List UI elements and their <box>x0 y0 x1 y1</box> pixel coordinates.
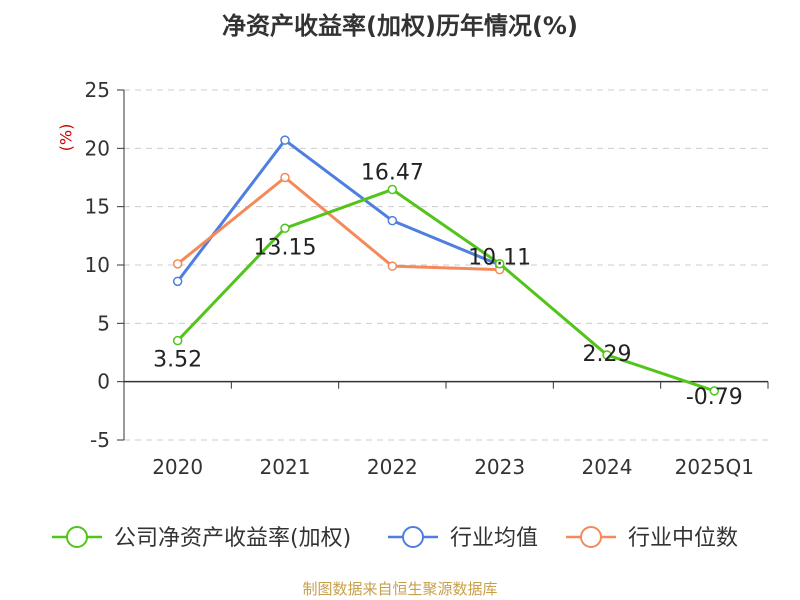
y-tick-label: 25 <box>85 78 110 102</box>
data-label: -0.79 <box>686 385 743 410</box>
y-tick-label: 10 <box>85 253 110 277</box>
data-label: 13.15 <box>254 235 317 260</box>
legend-item-2[interactable]: 行业中位数 <box>566 526 738 551</box>
data-point-1 <box>172 276 183 287</box>
y-tick-label: -5 <box>90 428 110 452</box>
data-point-0 <box>602 350 612 360</box>
y-tick-label: 0 <box>97 370 110 394</box>
chart-title: 净资产收益率(加权)历年情况(%) <box>222 12 578 40</box>
data-point-0 <box>172 335 183 346</box>
x-tick-label: 2022 <box>367 455 418 479</box>
series-line-0 <box>176 188 715 393</box>
x-tick-label: 2020 <box>152 455 203 479</box>
legend-item-0[interactable]: 公司净资产收益率(加权) <box>52 526 351 551</box>
x-tick-label: 2023 <box>474 455 525 479</box>
data-point-0 <box>709 386 720 396</box>
data-point-1 <box>387 215 398 226</box>
x-tick-label: 2021 <box>260 455 311 479</box>
series-line-1 <box>176 138 501 283</box>
label-layer: 3.52 13.15 16.47 10.11 2.29 -0.79 <box>153 161 743 410</box>
data-point-0 <box>280 223 290 233</box>
x-tick-label: 2024 <box>582 455 633 479</box>
legend-swatch-marker <box>580 526 602 548</box>
y-tick-label: 15 <box>85 195 110 219</box>
data-point-2 <box>280 172 290 183</box>
x-tick-label: 2025Q1 <box>675 455 754 479</box>
data-point-1 <box>280 135 290 145</box>
legend-label: 公司净资产收益率(加权) <box>114 526 351 551</box>
series-line-2 <box>176 176 500 272</box>
legend-swatch-marker <box>66 526 88 548</box>
legend-item-1[interactable]: 行业均值 <box>388 526 538 551</box>
data-point-2 <box>172 259 183 269</box>
legend-label: 行业中位数 <box>628 526 738 551</box>
axis-layer: 25 20 15 10 5 0 -5 2020 2021 2022 2023 2024 2025Q1 <box>85 78 769 479</box>
source-label: 制图数据来自恒生聚源数据库 <box>302 580 498 598</box>
grid-layer <box>124 89 768 441</box>
data-label: 16.47 <box>361 161 424 186</box>
data-label: 3.52 <box>153 348 202 373</box>
legend-swatch-marker <box>402 526 424 548</box>
legend[interactable]: 公司净资产收益率(加权) 行业均值 行业中位数 <box>52 526 738 551</box>
data-point-0 <box>387 184 398 195</box>
data-point-0 <box>494 258 505 269</box>
data-point-2 <box>387 261 398 271</box>
data-label: 10.11 <box>468 246 531 271</box>
y-tick-label: 20 <box>85 136 110 160</box>
legend-label: 行业均值 <box>450 526 538 551</box>
y-tick-label: 5 <box>97 311 110 335</box>
data-label: 2.29 <box>583 342 632 367</box>
series-layer <box>172 135 720 396</box>
